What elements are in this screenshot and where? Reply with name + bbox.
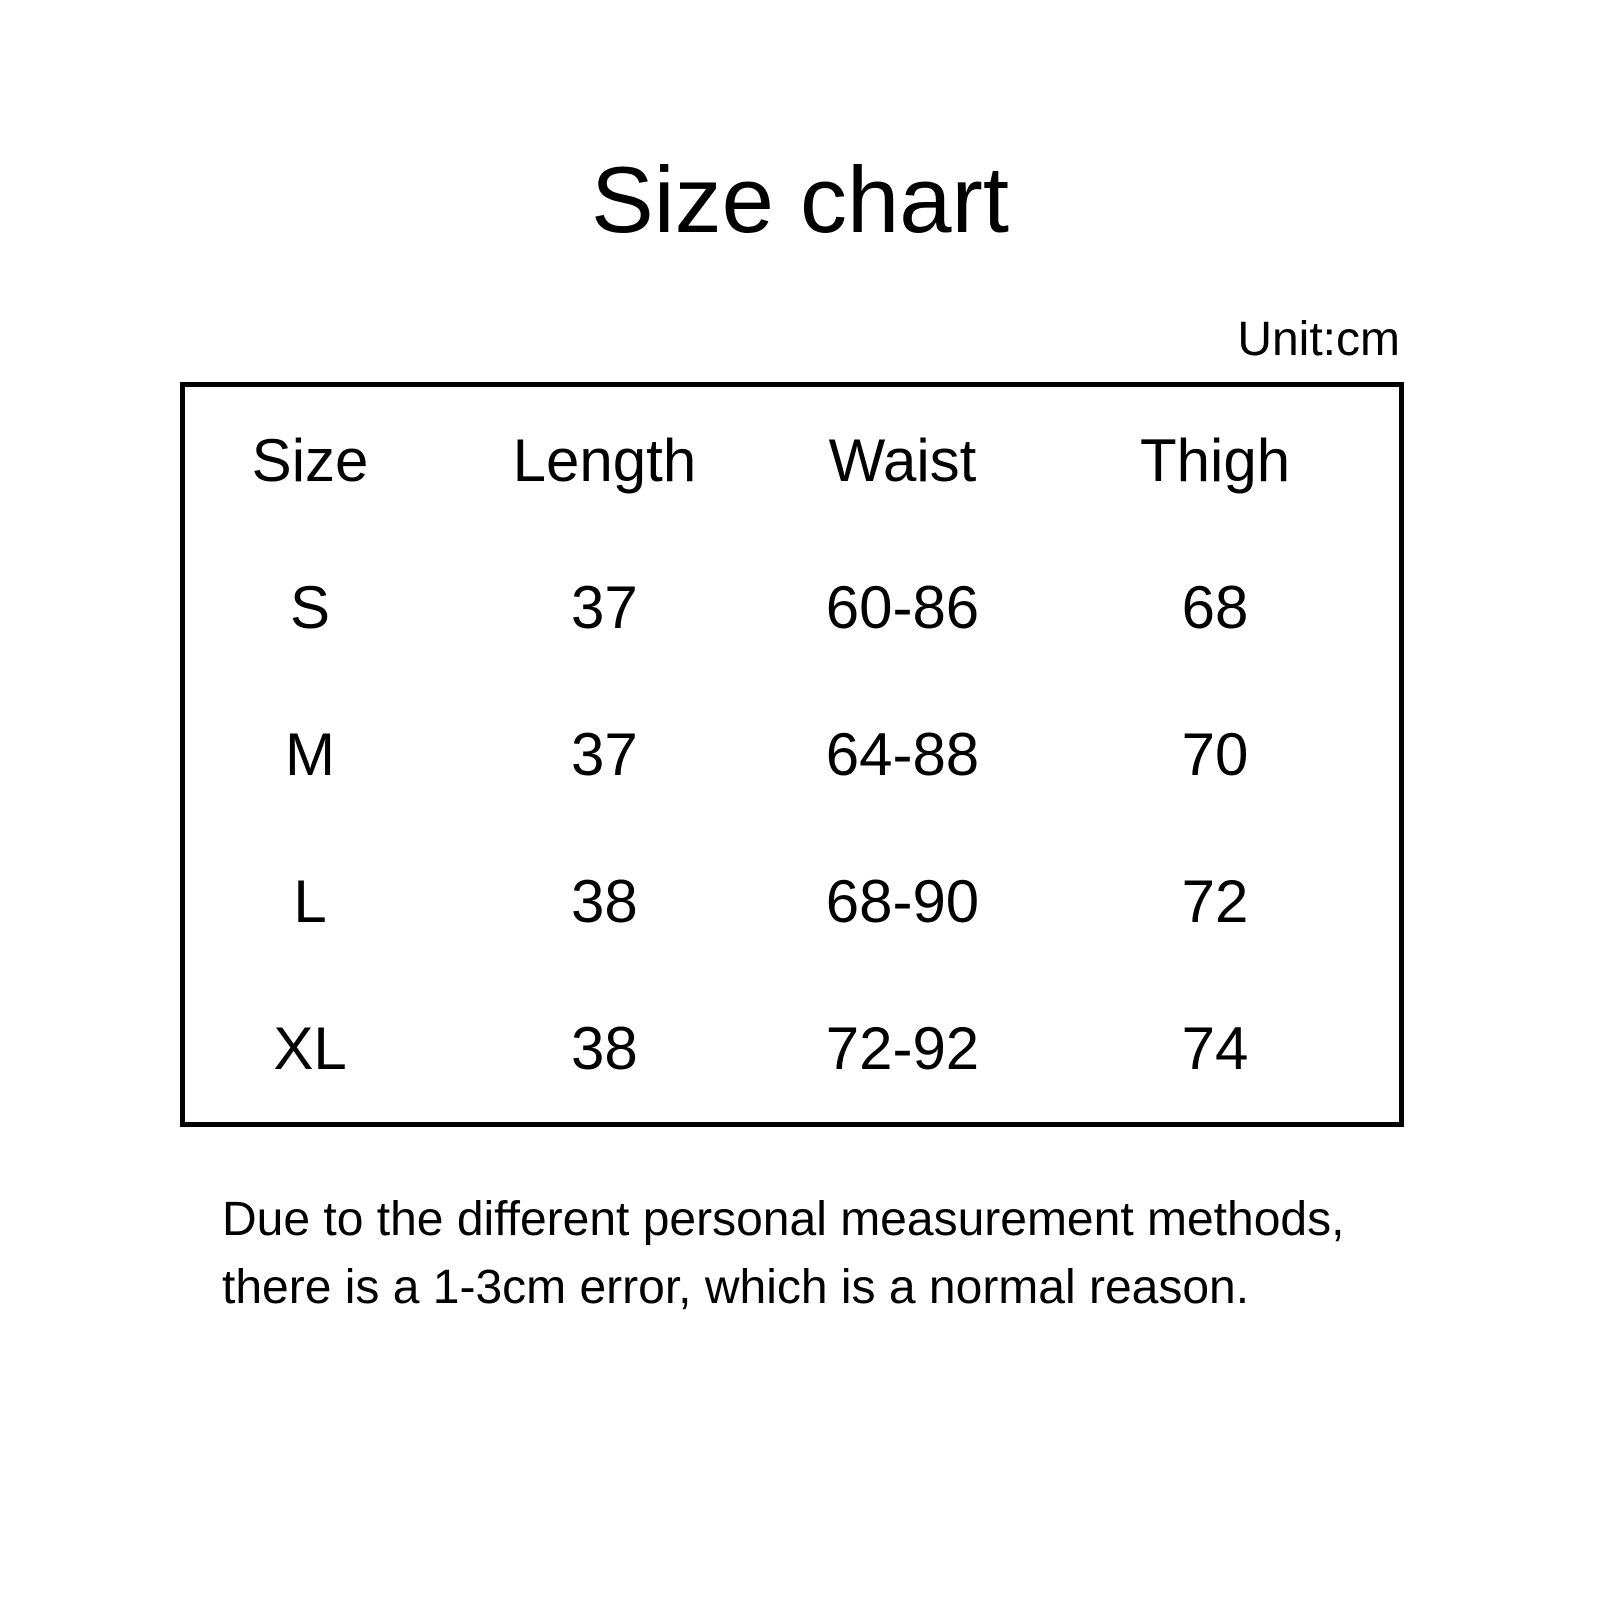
size-table: Size Length Waist Thigh S 37 60-86 68 M … <box>180 382 1404 1127</box>
cell-size: M <box>285 720 336 788</box>
column-header-length: Length <box>512 426 697 494</box>
cell-length: 38 <box>571 1014 638 1082</box>
table-header-row: Size Length Waist Thigh <box>185 387 1399 534</box>
cell-length: 37 <box>571 573 638 641</box>
cell-thigh: 68 <box>1181 573 1249 641</box>
footer-note-line-2: there is a 1-3cm error, which is a norma… <box>222 1261 1250 1314</box>
cell-length: 37 <box>571 720 638 788</box>
page-title: Size chart <box>591 147 1009 252</box>
cell-length: 38 <box>571 867 638 935</box>
column-header-thigh: Thigh <box>1140 426 1291 494</box>
column-header-waist: Waist <box>828 426 977 494</box>
cell-size: XL <box>273 1014 347 1082</box>
cell-waist: 60-86 <box>825 573 980 641</box>
cell-thigh: 74 <box>1181 1014 1249 1082</box>
cell-size: L <box>293 867 327 935</box>
cell-waist: 68-90 <box>825 867 980 935</box>
column-header-size: Size <box>251 426 369 494</box>
table-row-m: M 37 64-88 70 <box>185 681 1399 828</box>
footer-note-line-1: Due to the different personal measuremen… <box>222 1193 1345 1246</box>
cell-waist: 72-92 <box>825 1014 980 1082</box>
footer-note: Due to the different personal measuremen… <box>222 1186 1462 1322</box>
table-row-xl: XL 38 72-92 74 <box>185 975 1399 1122</box>
table-row-s: S 37 60-86 68 <box>185 534 1399 681</box>
cell-thigh: 72 <box>1181 867 1249 935</box>
cell-thigh: 70 <box>1181 720 1249 788</box>
unit-label: Unit:cm <box>1237 313 1400 366</box>
cell-waist: 64-88 <box>825 720 980 788</box>
cell-size: S <box>290 573 331 641</box>
table-row-l: L 38 68-90 72 <box>185 828 1399 975</box>
